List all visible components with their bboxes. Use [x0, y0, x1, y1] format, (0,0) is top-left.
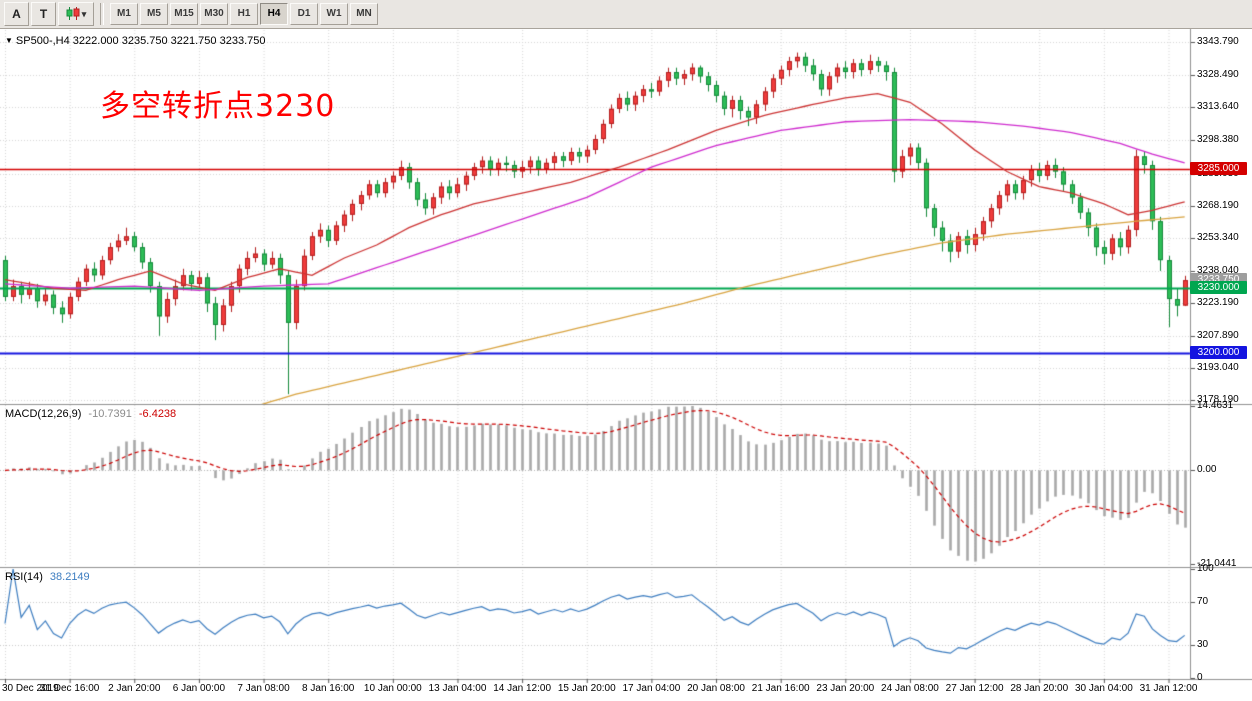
hline-price-tag: 3285.000 [1190, 162, 1247, 176]
rsi-scale-tick: 30 [1197, 639, 1209, 651]
chart-style-dropdown-button[interactable]: ▾ [58, 2, 94, 26]
macd-main-value: -10.7391 [88, 408, 132, 420]
macd-label: MACD(12,26,9) -10.7391 -6.4238 [5, 408, 183, 420]
time-axis-label: 21 Jan 16:00 [751, 683, 810, 694]
time-axis-label: 6 Jan 00:00 [172, 683, 226, 694]
price-scale-tick: 3343.790 [1197, 36, 1239, 48]
panel-splitter-rsi[interactable] [0, 565, 1252, 570]
rsi-label: RSI(14) 38.2149 [5, 571, 97, 583]
timeframe-button-h1[interactable]: H1 [230, 3, 258, 25]
time-axis-label: 17 Jan 04:00 [622, 683, 681, 694]
time-axis-label: 23 Jan 20:00 [816, 683, 875, 694]
rsi-scale-tick: 0 [1197, 672, 1203, 683]
macd-scale-tick: 14.4631 [1197, 400, 1234, 411]
price-scale-tick: 3238.040 [1197, 264, 1239, 276]
macd-signal-value: -6.4238 [138, 408, 177, 420]
timeframe-group: M1 M5 M15 M30 H1 H4 D1 W1 MN [109, 3, 379, 25]
macd-scale-tick: -21.0441 [1197, 558, 1237, 569]
price-scale-tick: 3298.380 [1197, 134, 1239, 146]
text-tool-button[interactable]: T [31, 2, 56, 26]
price-scale-tick: 3268.190 [1197, 199, 1239, 211]
macd-scale-tick: 0.00 [1197, 464, 1217, 476]
rsi-scale-tick: 70 [1197, 595, 1209, 607]
timeframe-button-m5[interactable]: M5 [140, 3, 168, 25]
time-axis-label: 28 Jan 20:00 [1010, 683, 1069, 694]
collapse-triangle-icon[interactable]: ▼ [5, 36, 13, 45]
time-axis-label: 31 Jan 12:00 [1139, 683, 1198, 694]
rsi-label-name: RSI(14) [5, 571, 43, 583]
hline-price-tag: 3200.000 [1190, 346, 1247, 360]
timeframe-button-m30[interactable]: M30 [200, 3, 228, 25]
time-axis-label: 30 Jan 04:00 [1074, 683, 1133, 694]
toolbar: A T ▾ M1 M5 M15 M30 H1 H4 D1 W1 MN [0, 0, 1252, 29]
time-axis-label: 14 Jan 12:00 [493, 683, 552, 694]
macd-label-name: MACD(12,26,9) [5, 408, 82, 420]
toolbar-separator [100, 3, 104, 25]
chart-canvas[interactable] [0, 29, 1252, 700]
rsi-scale-tick: 100 [1197, 563, 1214, 574]
time-axis-label: 13 Jan 04:00 [428, 683, 487, 694]
timeframe-button-m1[interactable]: M1 [110, 3, 138, 25]
hline-price-tag: 3230.000 [1190, 281, 1247, 295]
time-axis-label: 7 Jan 08:00 [237, 683, 290, 694]
symbol-ohlc-line: ▼ SP500-,H4 3222.000 3235.750 3221.750 32… [5, 35, 265, 47]
timeframe-button-h4[interactable]: H4 [260, 3, 288, 25]
price-scale-tick: 3193.040 [1197, 362, 1239, 374]
price-scale[interactable]: 3343.7903328.4903313.6403298.3803283.030… [1190, 29, 1252, 700]
time-axis-label: 20 Jan 08:00 [687, 683, 745, 694]
price-scale-tick: 3207.890 [1197, 330, 1239, 342]
price-scale-tick: 3313.640 [1197, 101, 1239, 113]
price-scale-tick: 3253.340 [1197, 231, 1239, 243]
chart-annotation-text: 多空转折点3230 [100, 89, 336, 124]
timeframe-button-w1[interactable]: W1 [320, 3, 348, 25]
price-scale-tick: 3223.190 [1197, 296, 1239, 308]
price-scale-tick: 3178.190 [1197, 394, 1239, 406]
timeframe-button-mn[interactable]: MN [350, 3, 378, 25]
timeframe-button-d1[interactable]: D1 [290, 3, 318, 25]
time-axis[interactable]: 30 Dec 2019 31 Dec 16:00 2 Jan 20:00 6 Jan … [0, 681, 1197, 700]
time-axis-label: 30 Dec 2019 [2, 683, 59, 694]
chart-window: ▼ SP500-,H4 3222.000 3235.750 3221.750 32… [0, 29, 1252, 700]
time-axis-label: 27 Jan 12:00 [945, 683, 1004, 694]
time-axis-label: 24 Jan 08:00 [881, 683, 939, 694]
time-axis-label: 31 Dec 16:00 [39, 683, 100, 694]
time-axis-label: 8 Jan 16:00 [302, 683, 355, 694]
cursor-tool-button[interactable]: A [4, 2, 29, 26]
symbol-ohlc-text: SP500-,H4 3222.000 3235.750 3221.750 323… [15, 35, 266, 47]
time-axis-label: 2 Jan 20:00 [108, 683, 161, 694]
rsi-value: 38.2149 [49, 571, 90, 583]
chevron-down-icon: ▾ [81, 8, 87, 19]
price-scale-tick: 3328.490 [1197, 69, 1239, 81]
candlestick-icon [66, 7, 80, 21]
timeframe-button-m15[interactable]: M15 [170, 3, 198, 25]
time-axis-label: 15 Jan 20:00 [557, 683, 616, 694]
panel-splitter-macd[interactable] [0, 402, 1252, 407]
time-axis-label: 10 Jan 00:00 [363, 683, 422, 694]
